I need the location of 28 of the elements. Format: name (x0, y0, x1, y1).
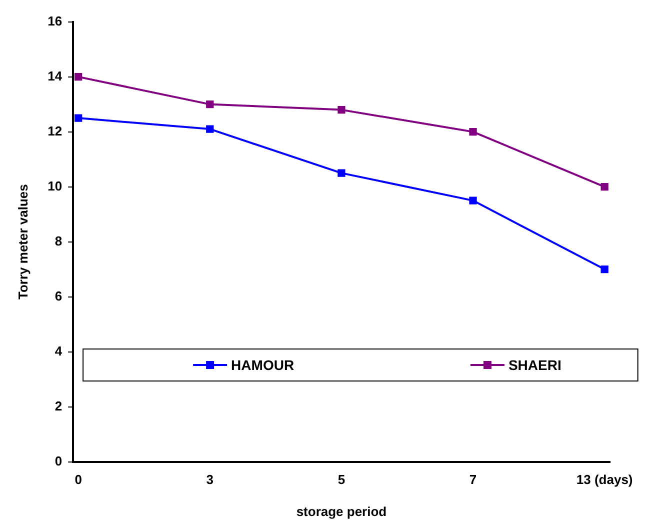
x-tick-label: 5 (338, 472, 346, 488)
x-tick-label: 3 (206, 472, 214, 488)
point (469, 196, 477, 204)
point (206, 100, 214, 108)
y-tick-label: 12 (48, 123, 62, 138)
point (338, 169, 346, 177)
y-tick-label: 14 (48, 68, 63, 84)
legend-label: HAMOUR (231, 356, 294, 373)
point (74, 114, 82, 122)
y-axis-title: Torry meter values (15, 184, 30, 300)
x-axis-title: storage period (296, 504, 387, 519)
y-tick-label: 6 (54, 288, 62, 304)
x-tick-label: 0 (74, 472, 82, 488)
y-tick-label: 4 (54, 343, 63, 358)
x-tick-label: 13 (days) (576, 472, 633, 488)
y-tick-label: 8 (54, 233, 62, 248)
point (206, 125, 214, 133)
legend-label: SHAERI (508, 356, 562, 373)
point (600, 182, 608, 191)
y-tick-label: 16 (48, 13, 62, 28)
point (74, 72, 82, 81)
point (469, 128, 477, 136)
y-tick-label: 2 (54, 398, 62, 414)
y-tick-label: 10 (48, 178, 62, 194)
x-tick-label: 7 (469, 472, 477, 488)
point (600, 265, 608, 274)
point (338, 106, 346, 114)
y-tick-label: 0 (54, 453, 62, 468)
